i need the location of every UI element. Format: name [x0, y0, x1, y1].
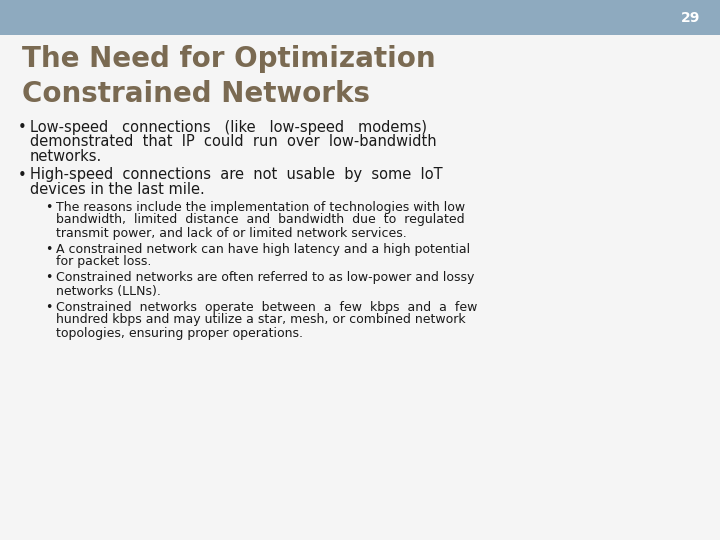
Text: •: • [18, 120, 27, 135]
Text: transmit power, and lack of or limited network services.: transmit power, and lack of or limited n… [56, 226, 407, 240]
Text: networks.: networks. [30, 149, 102, 164]
Text: devices in the last mile.: devices in the last mile. [30, 182, 204, 197]
Text: •: • [45, 242, 53, 255]
Text: The reasons include the implementation of technologies with low: The reasons include the implementation o… [56, 200, 465, 213]
Text: 29: 29 [680, 10, 700, 24]
Text: High-speed  connections  are  not  usable  by  some  IoT: High-speed connections are not usable by… [30, 167, 443, 183]
Text: •: • [18, 167, 27, 183]
Text: demonstrated  that  IP  could  run  over  low-bandwidth: demonstrated that IP could run over low-… [30, 134, 436, 150]
Bar [0, 0, 720, 35]
Text: topologies, ensuring proper operations.: topologies, ensuring proper operations. [56, 327, 303, 340]
Text: A constrained network can have high latency and a high potential: A constrained network can have high late… [56, 242, 470, 255]
Text: •: • [45, 272, 53, 285]
Text: networks (LLNs).: networks (LLNs). [56, 285, 161, 298]
Text: •: • [45, 300, 53, 314]
Text: •: • [45, 200, 53, 213]
Text: hundred kbps and may utilize a star, mesh, or combined network: hundred kbps and may utilize a star, mes… [56, 314, 466, 327]
Text: Constrained Networks: Constrained Networks [22, 80, 370, 108]
Text: for packet loss.: for packet loss. [56, 255, 151, 268]
Text: bandwidth,  limited  distance  and  bandwidth  due  to  regulated: bandwidth, limited distance and bandwidt… [56, 213, 464, 226]
Text: The Need for Optimization: The Need for Optimization [22, 45, 436, 73]
Text: Constrained  networks  operate  between  a  few  kbps  and  a  few: Constrained networks operate between a f… [56, 300, 477, 314]
Text: Low-speed   connections   (like   low-speed   modems): Low-speed connections (like low-speed mo… [30, 120, 427, 135]
Text: Constrained networks are often referred to as low-power and lossy: Constrained networks are often referred … [56, 272, 474, 285]
